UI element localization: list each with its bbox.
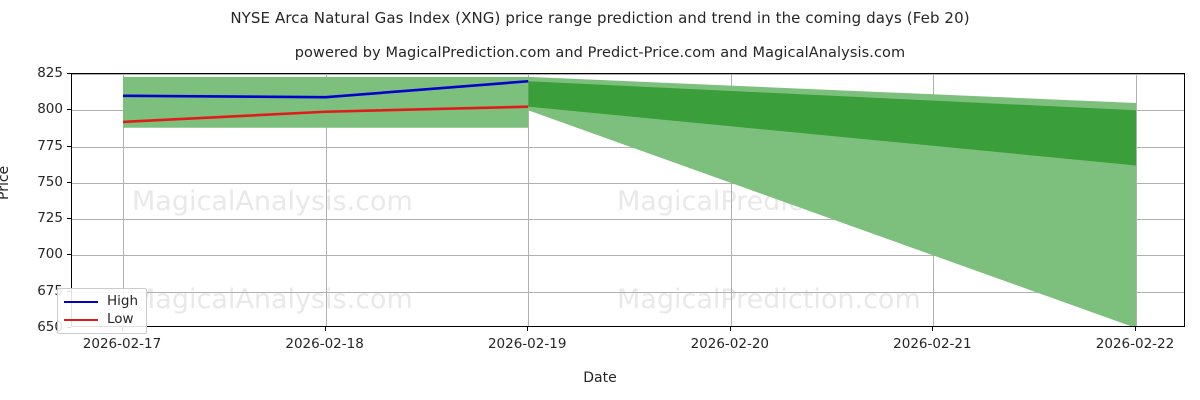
plot-area: MagicalAnalysis.com MagicalPrediction.com…	[71, 73, 1185, 327]
forecast-band-inner-forecast-band	[528, 81, 1136, 166]
series-line-low	[122, 105, 529, 124]
gridline-horizontal	[72, 146, 1184, 148]
gridline-horizontal	[72, 74, 1184, 75]
chart-title: NYSE Arca Natural Gas Index (XNG) price …	[230, 9, 970, 27]
gridline-vertical	[730, 74, 732, 326]
x-tick-label: 2026-02-18	[285, 336, 364, 352]
chart-subtitle: powered by MagicalPrediction.com and Pre…	[294, 45, 906, 61]
legend-label: Low	[107, 311, 134, 328]
data-svg	[122, 76, 1136, 326]
y-tick-mark	[67, 254, 71, 256]
legend-item-high[interactable]: High	[64, 293, 138, 311]
y-tick-label: 650	[37, 319, 63, 335]
data-layer	[72, 74, 1184, 326]
x-tick-mark	[1135, 327, 1136, 331]
x-tick-mark	[932, 327, 934, 331]
gridline-horizontal	[72, 219, 1184, 221]
y-tick-label: 725	[37, 210, 63, 227]
y-tick-label: 775	[37, 137, 63, 154]
gridline-vertical	[123, 74, 124, 326]
gridline-horizontal	[72, 291, 1184, 293]
y-tick-mark	[67, 145, 71, 147]
x-axis-label: Date	[583, 370, 617, 386]
gridline-horizontal	[72, 182, 1184, 184]
gridline-vertical	[325, 74, 327, 326]
gridline-vertical	[1136, 74, 1137, 326]
y-tick-label: 800	[37, 101, 63, 118]
y-tick-label: 750	[37, 173, 63, 190]
chart-legend: High Low	[57, 288, 148, 334]
x-tick-mark	[527, 327, 529, 331]
x-tick-mark	[729, 327, 731, 331]
x-tick-label: 2026-02-21	[893, 336, 972, 352]
watermark-text: MagicalAnalysis.com	[132, 284, 413, 315]
gridline-horizontal	[72, 255, 1184, 257]
y-tick-mark	[67, 181, 71, 183]
y-tick-label: 700	[37, 246, 63, 263]
x-tick-label: 2026-02-19	[487, 336, 567, 352]
legend-swatch-high	[64, 301, 98, 303]
legend-item-low[interactable]: Low	[64, 311, 138, 329]
y-tick-mark	[67, 109, 71, 111]
x-tick-label: 2026-02-22	[1095, 336, 1175, 352]
y-tick-label: 825	[37, 65, 63, 81]
legend-label: High	[107, 293, 139, 310]
x-tick-label: 2026-02-20	[690, 336, 770, 352]
series-line-high	[122, 79, 529, 99]
y-tick-mark	[67, 73, 71, 74]
y-tick-mark	[67, 218, 71, 220]
x-tick-mark	[324, 327, 326, 331]
watermark-text: MagicalAnalysis.com	[132, 186, 413, 217]
x-tick-label: 2026-02-17	[82, 336, 162, 352]
y-tick-label: 675	[37, 282, 63, 299]
gridline-vertical	[528, 74, 530, 326]
legend-swatch-low	[64, 319, 98, 321]
watermark-text: MagicalPrediction.com	[617, 284, 921, 315]
